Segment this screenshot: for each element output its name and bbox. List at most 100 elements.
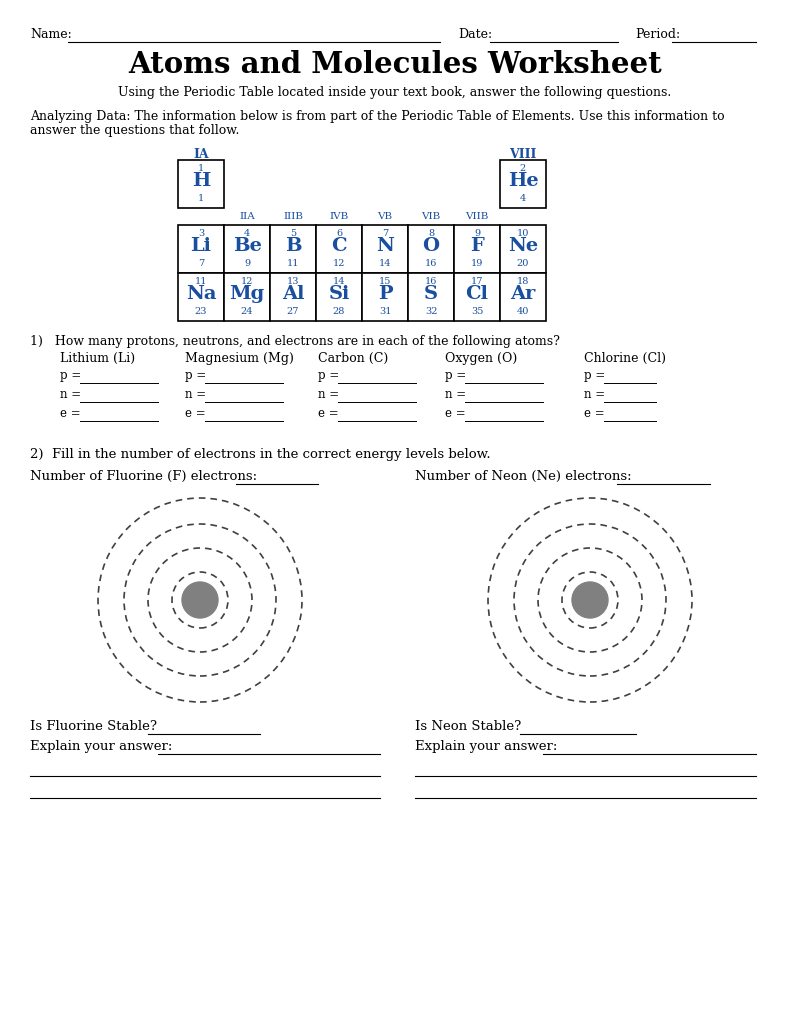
Text: Oxygen (O): Oxygen (O) [445, 352, 517, 365]
Text: n =: n = [60, 388, 81, 401]
Text: 8: 8 [428, 229, 434, 238]
Text: C: C [331, 237, 346, 255]
Text: 6: 6 [336, 229, 342, 238]
Bar [362, 225, 408, 273]
Text: N: N [376, 237, 394, 255]
Text: VB: VB [377, 212, 392, 221]
Text: e =: e = [60, 407, 81, 420]
Text: 9: 9 [474, 229, 480, 238]
Text: 19: 19 [471, 259, 483, 268]
Text: VIIB: VIIB [465, 212, 489, 221]
Text: H: H [191, 172, 210, 190]
Text: Name:: Name: [30, 28, 72, 41]
Text: Na: Na [186, 285, 216, 303]
Text: 31: 31 [379, 307, 392, 316]
Bar [408, 273, 454, 321]
Text: 1: 1 [198, 164, 204, 173]
Bar [178, 225, 224, 273]
Text: 4: 4 [244, 229, 250, 238]
Bar [224, 225, 270, 273]
Text: 16: 16 [425, 259, 437, 268]
Text: e =: e = [584, 407, 604, 420]
Text: 11: 11 [287, 259, 299, 268]
Text: 12: 12 [333, 259, 345, 268]
Text: B: B [285, 237, 301, 255]
Bar [178, 273, 224, 321]
Text: p =: p = [318, 369, 339, 382]
Text: Period:: Period: [635, 28, 680, 41]
Text: Li: Li [191, 237, 211, 255]
Text: p =: p = [584, 369, 605, 382]
Text: 32: 32 [425, 307, 437, 316]
Text: 27: 27 [287, 307, 299, 316]
Text: 17: 17 [471, 278, 483, 286]
Text: Explain your answer:: Explain your answer: [415, 740, 562, 753]
Text: Number of Neon (Ne) electrons:: Number of Neon (Ne) electrons: [415, 470, 636, 483]
Text: Chlorine (Cl): Chlorine (Cl) [584, 352, 666, 365]
Bar [362, 273, 408, 321]
Text: Atoms and Molecules Worksheet: Atoms and Molecules Worksheet [128, 50, 662, 79]
Text: He: He [508, 172, 539, 190]
Text: 12: 12 [240, 278, 253, 286]
Text: F: F [470, 237, 484, 255]
Text: 1: 1 [198, 194, 204, 203]
Text: 3: 3 [198, 229, 204, 238]
Bar [270, 225, 316, 273]
Text: IIIB: IIIB [283, 212, 303, 221]
Text: P: P [377, 285, 392, 303]
Text: 2)  Fill in the number of electrons in the correct energy levels below.: 2) Fill in the number of electrons in th… [30, 449, 490, 461]
Text: Using the Periodic Table located inside your text book, answer the following que: Using the Periodic Table located inside … [119, 86, 672, 99]
Text: Ne: Ne [508, 237, 538, 255]
Text: Analyzing Data: The information below is from part of the Periodic Table of Elem: Analyzing Data: The information below is… [30, 110, 725, 123]
Text: 10: 10 [517, 229, 529, 238]
Bar [500, 225, 546, 273]
Text: 2: 2 [520, 164, 526, 173]
Text: 13: 13 [287, 278, 299, 286]
Text: Mg: Mg [229, 285, 265, 303]
Text: Is Neon Stable?: Is Neon Stable? [415, 720, 525, 733]
Text: 28: 28 [333, 307, 345, 316]
Bar [316, 273, 362, 321]
Text: Si: Si [328, 285, 350, 303]
Text: Is Fluorine Stable?: Is Fluorine Stable? [30, 720, 161, 733]
Text: O: O [422, 237, 440, 255]
Text: 11: 11 [195, 278, 207, 286]
Bar [270, 273, 316, 321]
Text: Al: Al [282, 285, 305, 303]
Text: Explain your answer:: Explain your answer: [30, 740, 176, 753]
Text: 18: 18 [517, 278, 529, 286]
Text: n =: n = [185, 388, 206, 401]
Bar [178, 160, 224, 208]
Text: 1)   How many protons, neutrons, and electrons are in each of the following atom: 1) How many protons, neutrons, and elect… [30, 335, 560, 348]
Text: Carbon (C): Carbon (C) [318, 352, 388, 365]
Text: 20: 20 [517, 259, 529, 268]
Text: 35: 35 [471, 307, 483, 316]
Bar [454, 273, 500, 321]
Text: VIII: VIII [509, 148, 536, 161]
Text: Magnesium (Mg): Magnesium (Mg) [185, 352, 294, 365]
Text: Be: Be [233, 237, 262, 255]
Text: n =: n = [445, 388, 466, 401]
Text: 16: 16 [425, 278, 437, 286]
Text: 23: 23 [195, 307, 207, 316]
Text: Ar: Ar [510, 285, 536, 303]
Bar [316, 225, 362, 273]
Text: p =: p = [60, 369, 81, 382]
Text: 4: 4 [520, 194, 526, 203]
Text: p =: p = [445, 369, 466, 382]
Circle shape [182, 582, 218, 618]
Text: Number of Fluorine (F) electrons:: Number of Fluorine (F) electrons: [30, 470, 261, 483]
Bar [224, 273, 270, 321]
Text: Lithium (Li): Lithium (Li) [60, 352, 135, 365]
Bar [454, 225, 500, 273]
Text: 5: 5 [290, 229, 296, 238]
Bar [500, 273, 546, 321]
Text: 15: 15 [379, 278, 392, 286]
Text: IA: IA [193, 148, 209, 161]
Text: e =: e = [445, 407, 466, 420]
Text: 9: 9 [244, 259, 250, 268]
Text: e =: e = [318, 407, 339, 420]
Text: e =: e = [185, 407, 206, 420]
Text: 14: 14 [379, 259, 392, 268]
Text: n =: n = [584, 388, 605, 401]
